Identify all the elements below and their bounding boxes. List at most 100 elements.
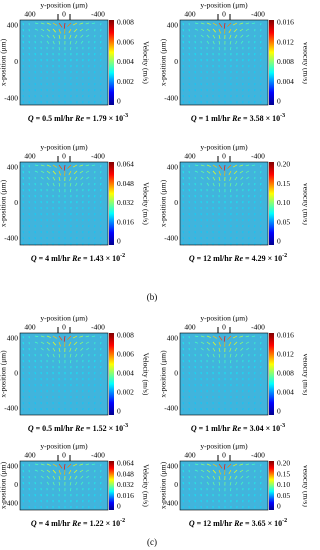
velocity-arrow — [46, 40, 50, 44]
velocity-arrow — [69, 176, 72, 181]
velocity-arrow — [58, 34, 61, 39]
caption-part: Q — [189, 519, 195, 528]
velocity-arrow — [239, 164, 244, 167]
colorbar-tick-label: 0.032 — [117, 198, 134, 207]
colorbar-tick-label: 0.008 — [277, 369, 294, 378]
velocity-arrow — [239, 22, 244, 25]
velocity-arrow — [218, 34, 221, 39]
velocity-arrow — [52, 463, 58, 467]
velocity-arrow — [86, 176, 90, 180]
colorbar-tick-label: 0 — [277, 407, 281, 416]
velocity-arrow — [69, 40, 72, 45]
caption-part: Re — [71, 254, 81, 263]
velocity-arrow — [206, 34, 210, 38]
left-axis-label: x-position (μm) — [0, 38, 8, 86]
velocity-arrow — [91, 463, 96, 466]
velocity-arrow — [232, 335, 238, 339]
top-tick-label: 400 — [24, 10, 36, 19]
velocity-arrow — [206, 170, 211, 174]
velocity-arrow — [245, 469, 250, 472]
velocity-arrow — [52, 469, 57, 474]
velocity-arrow — [58, 46, 60, 51]
velocity-arrow — [200, 28, 205, 32]
velocity-arrow — [206, 40, 210, 44]
velocity-arrow — [73, 170, 78, 175]
panel: y-position (μm)400 0 -4004000-400x-positio… — [0, 314, 150, 433]
colorbar-tick-label: 0.15 — [277, 179, 290, 188]
caption-part: Re — [231, 424, 241, 433]
velocity-arrow — [235, 40, 238, 45]
left-tick-label: 0 — [174, 369, 178, 378]
velocity-arrow — [251, 164, 256, 167]
inlet — [57, 455, 71, 461]
velocity-arrow — [46, 164, 51, 167]
caption: Q = 12 ml/hr Re = 4.29 × 10-2 — [189, 253, 287, 262]
panel: y-position (μm)400 0 -4004000-400x-positio… — [0, 1, 150, 123]
velocity-arrow — [233, 170, 238, 175]
colorbar-label: Velocity (m/s) — [301, 41, 307, 84]
velocity-arrow — [212, 182, 215, 187]
velocity-arrow — [58, 182, 61, 187]
velocity-arrow — [212, 40, 215, 45]
velocity-arrow — [206, 176, 210, 180]
top-tick-label: 400 — [24, 152, 36, 161]
velocity-arrow — [91, 22, 96, 25]
velocity-arrow — [228, 341, 232, 347]
velocity-arrow — [246, 34, 250, 38]
velocity-arrow — [239, 28, 244, 32]
velocity-arrow — [240, 481, 244, 485]
velocity-arrow — [63, 164, 66, 171]
caption-part: -2 — [120, 518, 125, 524]
velocity-arrow — [223, 22, 226, 29]
velocity-arrow — [218, 487, 220, 492]
velocity-arrow — [46, 22, 51, 25]
left-tick-label: 0 — [14, 57, 18, 66]
colorbar-label: Velocity (m/s) — [301, 353, 307, 396]
velocity-arrow — [200, 341, 205, 345]
left-axis-label: x-position (μm) — [159, 38, 168, 86]
velocity-arrow — [194, 341, 199, 344]
velocity-arrow — [227, 164, 232, 169]
caption-part: Re — [74, 424, 84, 433]
velocity-arrow — [58, 475, 61, 480]
velocity-arrow — [218, 22, 223, 28]
velocity-arrow — [79, 463, 84, 466]
velocity-arrow — [58, 22, 63, 28]
velocity-arrow — [200, 176, 204, 180]
caption-part: = 1.52 × 10 — [84, 424, 123, 433]
colorbar — [109, 20, 114, 105]
left-tick-label: -400 — [4, 234, 18, 243]
velocity-arrow — [85, 335, 90, 338]
top-tick-label: 0 — [222, 323, 226, 332]
velocity-arrow — [79, 22, 84, 25]
colorbar-tick-label: 0.002 — [117, 388, 134, 397]
velocity-arrow — [251, 22, 256, 25]
top-tick-label: 0 — [62, 10, 66, 19]
velocity-arrow — [58, 481, 61, 486]
velocity-arrow — [46, 176, 50, 180]
colorbar-tick-label: 0.016 — [277, 331, 294, 340]
caption-part: Re — [231, 114, 241, 123]
left-axis-label: x-position (μm) — [0, 461, 8, 509]
top-axis-label: y-position (μm) — [200, 314, 248, 323]
caption: Q = 1 ml/hr Re = 3.58 × 10-3 — [191, 113, 285, 122]
velocity-arrow — [40, 170, 45, 174]
velocity-arrow — [69, 475, 72, 480]
velocity-arrow — [218, 164, 223, 170]
caption-part: = 12 ml/hr — [195, 254, 235, 263]
velocity-arrow — [218, 347, 221, 352]
velocity-arrow — [63, 335, 66, 342]
top-tick-label: -400 — [251, 152, 265, 161]
velocity-arrow — [52, 335, 58, 339]
panel: y-position (μm)400 0 -4004000-400x-positio… — [0, 442, 150, 528]
velocity-arrow — [46, 182, 50, 186]
plot-frame — [19, 161, 109, 246]
colorbar-tick-label: 0.008 — [277, 57, 294, 66]
colorbar-tick-label: 0.10 — [277, 480, 290, 489]
velocity-arrow — [80, 353, 84, 357]
velocity-arrow — [58, 341, 61, 347]
velocity-arrow — [218, 182, 221, 187]
left-tick-label: 0 — [14, 198, 18, 207]
left-axis-label: x-position (μm) — [159, 461, 168, 509]
velocity-arrow — [218, 170, 221, 176]
